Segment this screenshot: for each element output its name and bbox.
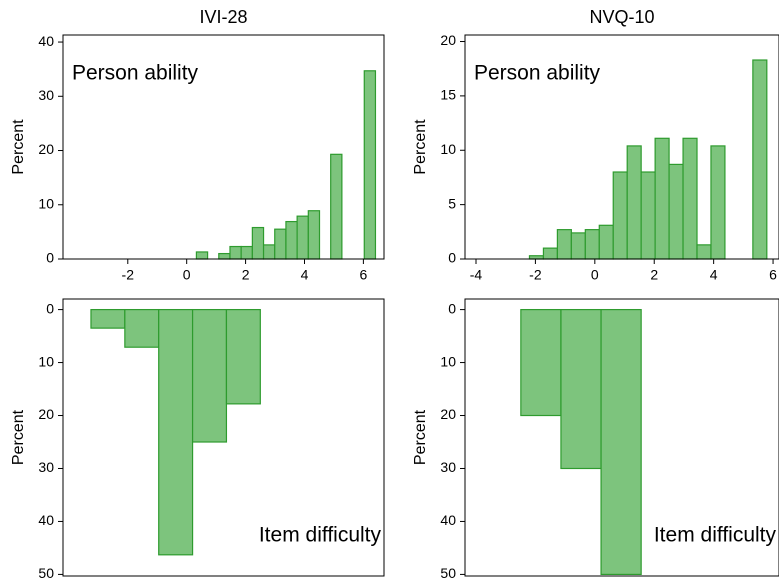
x-tick-label: 4 — [301, 267, 309, 283]
y-tick-label: 0 — [448, 300, 456, 316]
bar — [710, 145, 726, 260]
bar — [274, 228, 287, 260]
bar — [158, 308, 194, 556]
panel-title: NVQ-10 — [589, 7, 654, 27]
y-tick-label: 20 — [440, 32, 456, 48]
y-tick-label: 40 — [440, 512, 456, 528]
y-tick-label: 50 — [440, 565, 456, 581]
y-tick-label: 5 — [448, 195, 456, 211]
bar — [626, 145, 642, 260]
bar — [542, 247, 558, 260]
plot-frame — [62, 34, 385, 260]
y-tick-label: 10 — [440, 353, 456, 369]
x-tick-label: 2 — [242, 267, 250, 283]
bar — [600, 308, 642, 576]
bar — [296, 215, 309, 260]
bar — [682, 137, 698, 260]
y-tick-label: 0 — [448, 250, 456, 266]
panel-title: IVI-28 — [199, 7, 247, 27]
bar — [752, 59, 768, 260]
annotation: Item difficulty — [259, 524, 382, 547]
bar — [229, 245, 242, 260]
plot-frame — [62, 298, 385, 577]
x-tick-label: 6 — [359, 267, 367, 283]
bar — [640, 171, 656, 260]
x-tick-label: -2 — [122, 267, 135, 283]
y-tick-label: 10 — [38, 353, 54, 369]
bar — [520, 308, 562, 417]
bar — [560, 308, 602, 470]
bar — [195, 251, 209, 260]
annotation: Person ability — [72, 62, 199, 85]
x-tick-label: 0 — [591, 267, 599, 283]
y-axis-label: Percent — [412, 119, 429, 175]
y-axis-label: Percent — [412, 409, 429, 465]
bar — [584, 229, 600, 260]
bar — [570, 232, 586, 260]
x-tick-label: 0 — [183, 267, 191, 283]
x-tick-label: -4 — [470, 267, 483, 283]
y-tick-label: 20 — [440, 406, 456, 422]
bar — [598, 224, 614, 260]
bar — [668, 163, 684, 260]
bar — [251, 226, 265, 260]
bar — [556, 229, 572, 260]
y-axis-label: Percent — [10, 119, 27, 175]
plot-frame — [464, 34, 779, 260]
y-tick-label: 40 — [38, 33, 54, 49]
bar — [218, 252, 231, 260]
y-tick-label: 40 — [38, 512, 54, 528]
bar — [191, 308, 228, 443]
y-tick-label: 30 — [38, 459, 54, 475]
y-tick-label: 10 — [38, 195, 54, 211]
x-tick-label: 6 — [769, 267, 777, 283]
bar — [124, 308, 160, 348]
y-axis-label: Percent — [10, 409, 27, 465]
y-tick-label: 30 — [38, 87, 54, 103]
bar — [240, 245, 253, 260]
x-tick-label: 4 — [710, 267, 718, 283]
bar — [225, 308, 261, 405]
y-tick-label: 30 — [440, 459, 456, 475]
annotation: Person ability — [474, 62, 601, 85]
bar — [262, 244, 276, 260]
x-tick-label: -2 — [529, 267, 542, 283]
bar — [307, 210, 321, 260]
plot-frame — [464, 298, 779, 577]
bar — [363, 70, 377, 260]
y-tick-label: 20 — [38, 141, 54, 157]
bar — [330, 153, 343, 260]
bar — [612, 171, 628, 260]
x-tick-label: 2 — [650, 267, 658, 283]
y-tick-label: 20 — [38, 406, 54, 422]
y-tick-label: 0 — [46, 300, 54, 316]
y-tick-label: 50 — [38, 565, 54, 581]
y-tick-label: 0 — [46, 250, 54, 266]
y-tick-label: 10 — [440, 141, 456, 157]
bar — [90, 308, 126, 329]
bar — [654, 137, 670, 260]
annotation: Item difficulty — [654, 524, 777, 547]
y-tick-label: 15 — [440, 87, 456, 103]
bar — [696, 244, 712, 260]
bar — [285, 220, 298, 260]
